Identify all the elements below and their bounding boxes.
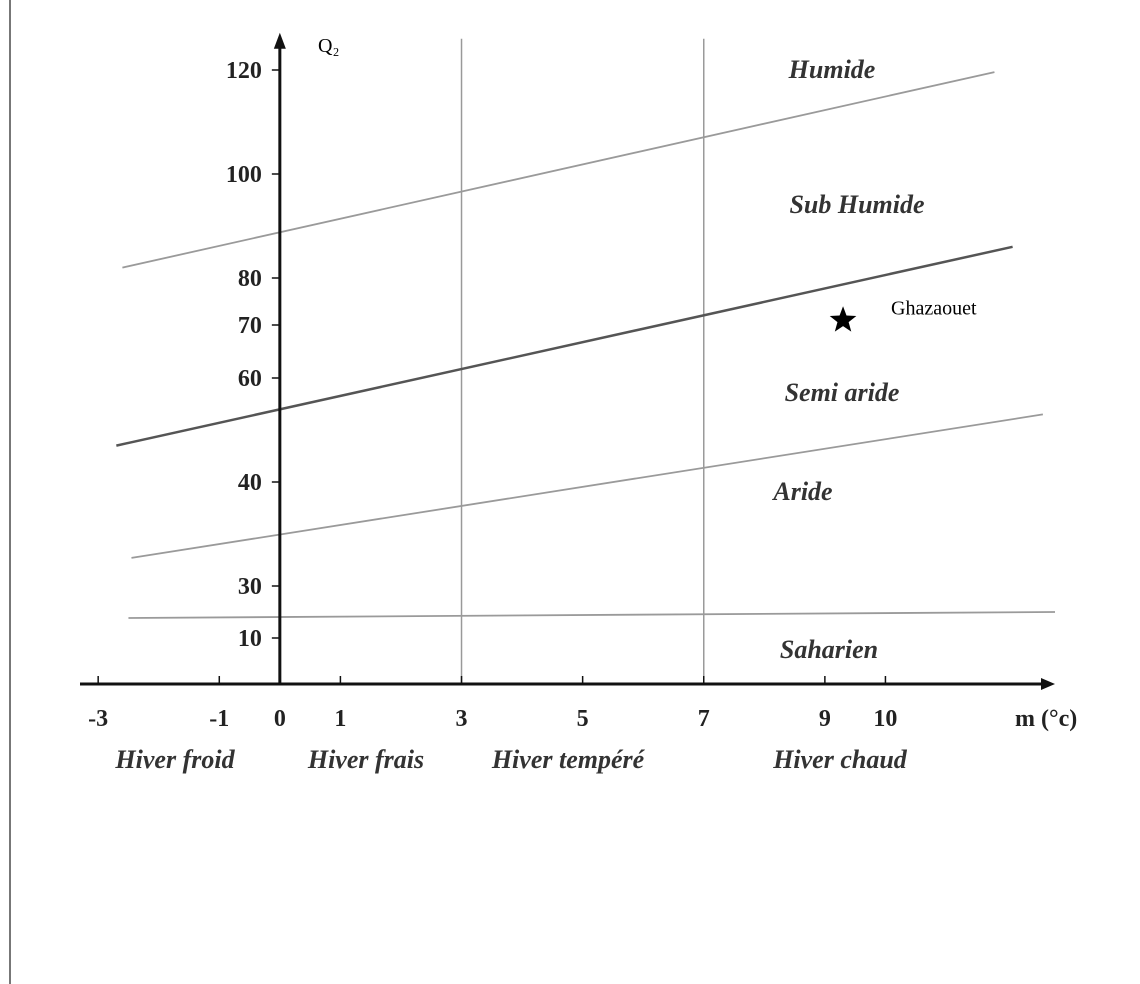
- boundary-line: [128, 611, 1056, 619]
- y-tick-label: 70: [238, 313, 262, 339]
- zone-label: Humide: [788, 55, 876, 84]
- zone-label: Aride: [771, 477, 832, 506]
- y-tick-label: 60: [238, 366, 262, 392]
- boundary-line: [131, 413, 1044, 559]
- y-tick-label: 100: [226, 162, 262, 188]
- x-tick-label: 10: [873, 706, 897, 732]
- winter-label: Hiver chaud: [772, 745, 908, 774]
- y-tick-label: 30: [238, 574, 262, 600]
- x-tick-label: -1: [209, 706, 229, 732]
- y-axis-label: Q₂: [318, 35, 339, 57]
- winter-label: Hiver frais: [307, 745, 424, 774]
- winter-label: Hiver froid: [114, 745, 235, 774]
- star-marker: [829, 306, 857, 332]
- x-tick-label: 0: [274, 706, 286, 732]
- x-tick-label: 1: [334, 706, 346, 732]
- winter-label: Hiver tempéré: [491, 745, 646, 774]
- x-tick-label: 9: [819, 706, 831, 732]
- x-tick-label: 3: [456, 706, 468, 732]
- y-tick-label: 120: [226, 58, 262, 84]
- zone-label: Semi aride: [785, 378, 900, 407]
- x-axis-label: m (°c): [1015, 706, 1077, 732]
- boundary-line: [116, 245, 1013, 447]
- boundary-line: [122, 71, 995, 269]
- x-axis-arrow: [1041, 678, 1055, 690]
- y-axis-arrow: [273, 32, 286, 49]
- x-tick-label: 7: [698, 706, 710, 732]
- zone-label: Saharien: [780, 635, 878, 664]
- y-tick-label: 10: [238, 626, 262, 652]
- zone-label: Sub Humide: [789, 190, 924, 219]
- point-label: Ghazaouet: [891, 297, 977, 319]
- x-tick-label: -3: [88, 706, 108, 732]
- y-tick-label: 40: [238, 470, 262, 496]
- x-tick-label: 5: [577, 706, 589, 732]
- y-tick-label: 80: [238, 266, 262, 292]
